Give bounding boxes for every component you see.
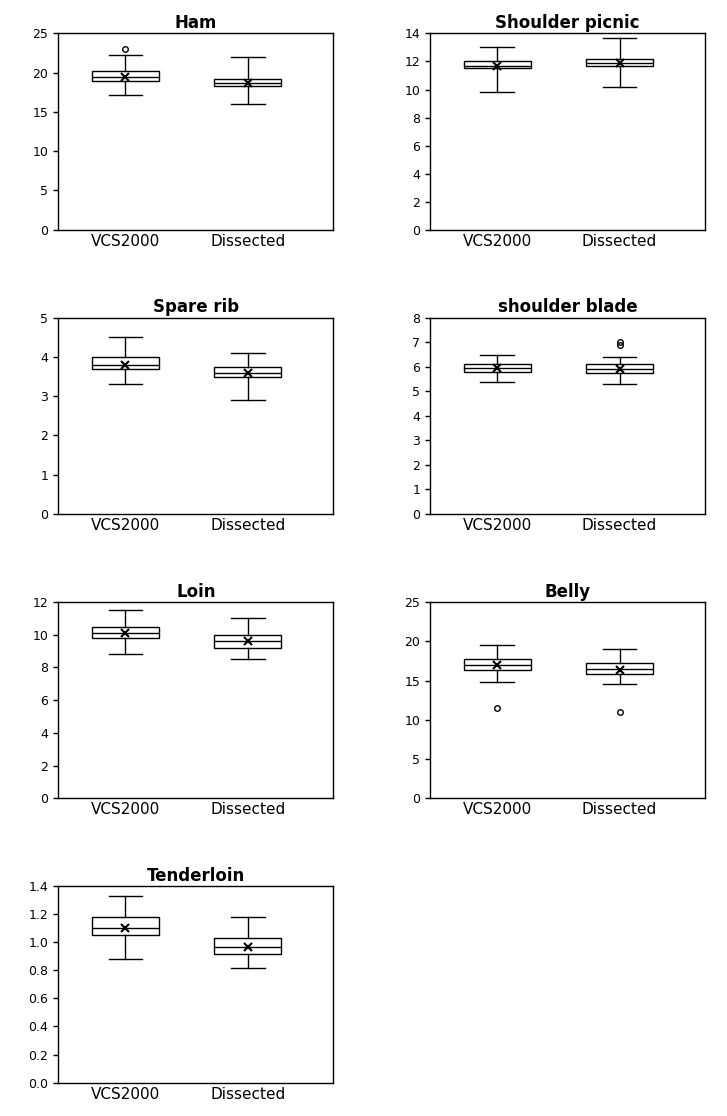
PathPatch shape [464,61,531,68]
PathPatch shape [214,939,281,954]
Title: Shoulder picnic: Shoulder picnic [495,13,640,32]
Title: Spare rib: Spare rib [153,298,239,316]
Title: shoulder blade: shoulder blade [498,298,638,316]
PathPatch shape [92,917,159,935]
Title: Belly: Belly [545,583,590,600]
PathPatch shape [92,71,159,80]
PathPatch shape [586,663,653,674]
PathPatch shape [214,367,281,376]
PathPatch shape [92,626,159,638]
Title: Loin: Loin [176,583,216,600]
Title: Ham: Ham [174,13,217,32]
PathPatch shape [92,357,159,368]
PathPatch shape [586,364,653,373]
PathPatch shape [214,79,281,86]
PathPatch shape [586,59,653,66]
PathPatch shape [464,364,531,372]
PathPatch shape [464,658,531,671]
PathPatch shape [214,635,281,648]
Title: Tenderloin: Tenderloin [147,867,245,885]
